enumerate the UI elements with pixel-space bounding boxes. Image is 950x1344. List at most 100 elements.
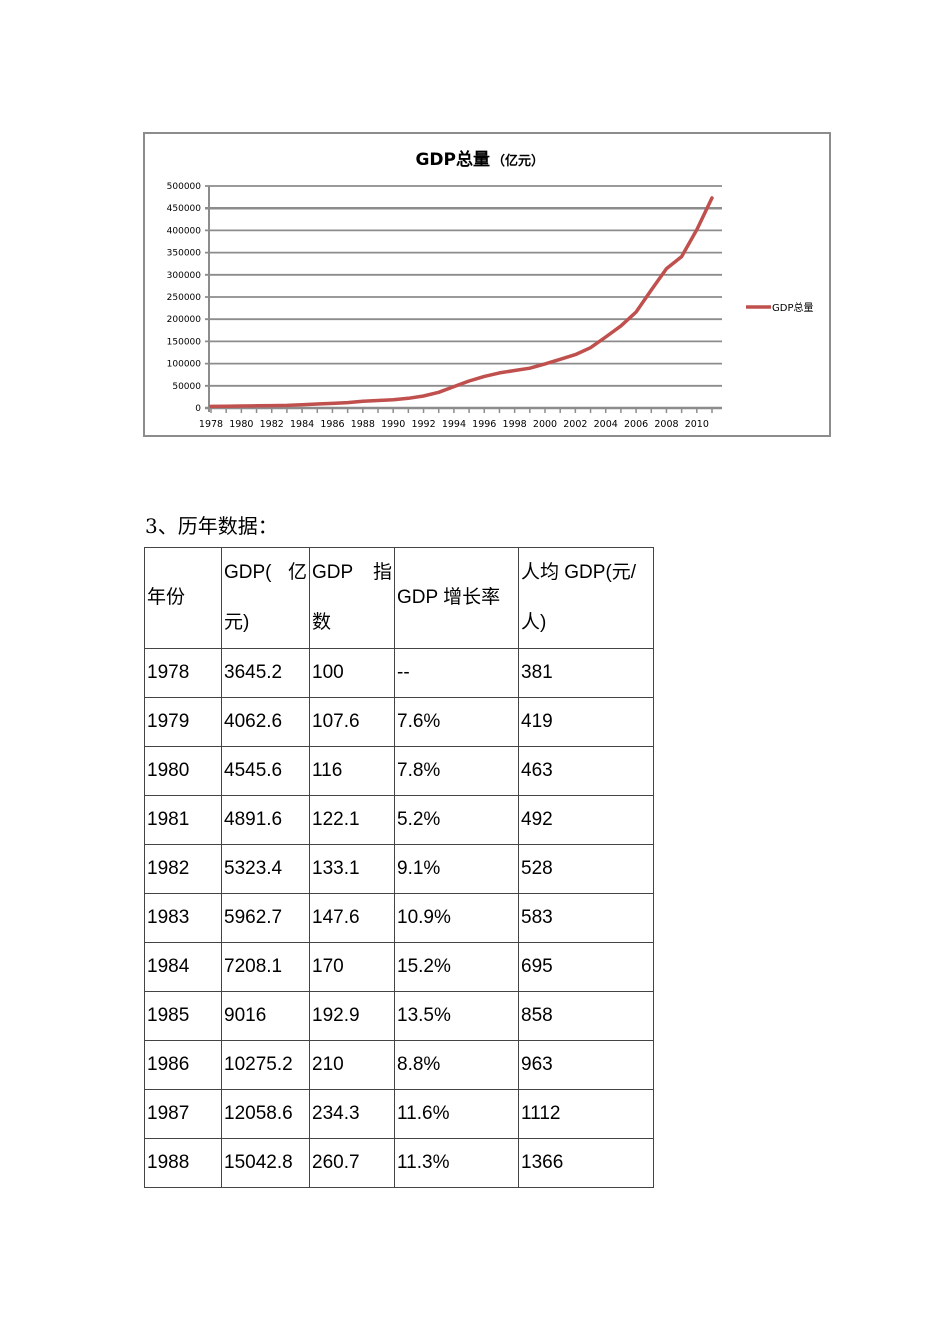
gdp-chart: GDP总量 （亿元） 0 50000 100000 150000 200000 25000… [143, 132, 831, 437]
cell-year: 1981 [144, 795, 222, 845]
svg-text:1978: 1978 [199, 419, 223, 430]
header-text: GDP( [224, 562, 272, 583]
cell-year: 1988 [144, 1138, 222, 1188]
header-year: 年份 [144, 547, 222, 649]
legend-label: GDP总量 [772, 301, 813, 314]
legend: GDP总量 [746, 301, 813, 314]
table-row: 1987 12058.6 234.3 11.6% 1112 [144, 1089, 654, 1139]
cell-gdp-growth: 7.6% [394, 697, 519, 747]
cell-gdp: 12058.6 [221, 1089, 310, 1139]
svg-text:200000: 200000 [167, 315, 202, 325]
svg-text:1996: 1996 [472, 419, 496, 430]
svg-text:1982: 1982 [260, 419, 284, 430]
table-header-row: 年份 GDP( 亿 元) GDP 指 数 GDP 增长率 人均 GDP(元/ 人) [144, 547, 654, 649]
header-gdp-per-capita: 人均 GDP(元/ 人) [518, 547, 654, 649]
table-row: 1986 10275.2 210 8.8% 963 [144, 1040, 654, 1090]
table-row: 1978 3645.2 100 -- 381 [144, 648, 654, 698]
svg-text:1986: 1986 [320, 419, 344, 430]
cell-gdp: 3645.2 [221, 648, 310, 698]
header-text: 指 [372, 562, 392, 583]
cell-gdp-per-capita: 381 [518, 648, 654, 698]
cell-gdp-growth: 11.3% [394, 1138, 519, 1188]
cell-gdp-growth: 7.8% [394, 746, 519, 796]
table-row: 1983 5962.7 147.6 10.9% 583 [144, 893, 654, 943]
cell-gdp-index: 147.6 [309, 893, 395, 943]
cell-gdp-index: 192.9 [309, 991, 395, 1041]
cell-gdp-growth: -- [394, 648, 519, 698]
header-text: GDP [312, 562, 354, 583]
cell-gdp-index: 234.3 [309, 1089, 395, 1139]
header-text: 年份 [147, 587, 186, 608]
svg-text:2010: 2010 [685, 419, 709, 430]
cell-gdp: 10275.2 [221, 1040, 310, 1090]
cell-year: 1980 [144, 746, 222, 796]
cell-year: 1978 [144, 648, 222, 698]
svg-text:2006: 2006 [624, 419, 648, 430]
svg-text:450000: 450000 [167, 204, 202, 214]
table-row: 1981 4891.6 122.1 5.2% 492 [144, 795, 654, 845]
cell-year: 1985 [144, 991, 222, 1041]
section-heading: 3、历年数据： [145, 514, 278, 538]
cell-gdp: 15042.8 [221, 1138, 310, 1188]
svg-text:1984: 1984 [290, 419, 314, 430]
svg-text:1980: 1980 [229, 419, 253, 430]
cell-gdp-per-capita: 1112 [518, 1089, 654, 1139]
grid-lines [205, 185, 722, 410]
svg-text:1998: 1998 [503, 419, 527, 430]
cell-gdp: 5962.7 [221, 893, 310, 943]
svg-text:350000: 350000 [167, 249, 202, 259]
table-row: 1988 15042.8 260.7 11.3% 1366 [144, 1138, 654, 1188]
cell-gdp-index: 133.1 [309, 844, 395, 894]
svg-text:0: 0 [195, 404, 201, 414]
table-row: 1985 9016 192.9 13.5% 858 [144, 991, 654, 1041]
cell-gdp-index: 170 [309, 942, 395, 992]
y-axis: 0 50000 100000 150000 200000 250000 300000 3500… [167, 182, 210, 414]
cell-gdp: 4545.6 [221, 746, 310, 796]
cell-gdp-index: 107.6 [309, 697, 395, 747]
table-row: 1980 4545.6 116 7.8% 463 [144, 746, 654, 796]
svg-text:1994: 1994 [442, 419, 466, 430]
cell-gdp-index: 100 [309, 648, 395, 698]
cell-gdp: 4062.6 [221, 697, 310, 747]
header-text: 数 [312, 612, 332, 633]
cell-gdp-growth: 10.9% [394, 893, 519, 943]
cell-gdp-index: 116 [309, 746, 395, 796]
cell-gdp-per-capita: 858 [518, 991, 654, 1041]
chart-title: GDP总量 [415, 149, 490, 170]
cell-gdp: 5323.4 [221, 844, 310, 894]
cell-gdp-per-capita: 419 [518, 697, 654, 747]
cell-gdp-per-capita: 963 [518, 1040, 654, 1090]
svg-text:2000: 2000 [533, 419, 557, 430]
cell-gdp-per-capita: 1366 [518, 1138, 654, 1188]
cell-gdp-growth: 9.1% [394, 844, 519, 894]
svg-text:1988: 1988 [351, 419, 375, 430]
cell-year: 1982 [144, 844, 222, 894]
cell-gdp-per-capita: 583 [518, 893, 654, 943]
cell-gdp-index: 210 [309, 1040, 395, 1090]
table-row: 1982 5323.4 133.1 9.1% 528 [144, 844, 654, 894]
cell-gdp-growth: 11.6% [394, 1089, 519, 1139]
svg-text:150000: 150000 [167, 337, 202, 347]
cell-gdp-per-capita: 695 [518, 942, 654, 992]
gdp-line-chart: GDP总量 （亿元） 0 50000 100000 150000 200000 25000… [167, 149, 814, 430]
header-text: 元) [224, 612, 250, 633]
header-text: 亿 [287, 562, 307, 583]
gdp-series-line [209, 196, 714, 409]
svg-text:1992: 1992 [411, 419, 435, 430]
header-text: GDP 增长率 [397, 587, 501, 608]
table-row: 1984 7208.1 170 15.2% 695 [144, 942, 654, 992]
cell-gdp-per-capita: 528 [518, 844, 654, 894]
cell-gdp: 7208.1 [221, 942, 310, 992]
svg-text:100000: 100000 [167, 360, 202, 370]
x-axis: 1978 1980 1982 1984 1986 1988 1990 1992 1994 1996… [199, 408, 713, 430]
cell-gdp-growth: 13.5% [394, 991, 519, 1041]
svg-text:400000: 400000 [167, 226, 202, 236]
svg-text:2008: 2008 [654, 419, 678, 430]
header-text: 人) [521, 612, 547, 633]
svg-text:2002: 2002 [563, 419, 587, 430]
cell-gdp-growth: 8.8% [394, 1040, 519, 1090]
cell-gdp: 9016 [221, 991, 310, 1041]
cell-gdp-index: 260.7 [309, 1138, 395, 1188]
cell-year: 1986 [144, 1040, 222, 1090]
cell-gdp-growth: 15.2% [394, 942, 519, 992]
